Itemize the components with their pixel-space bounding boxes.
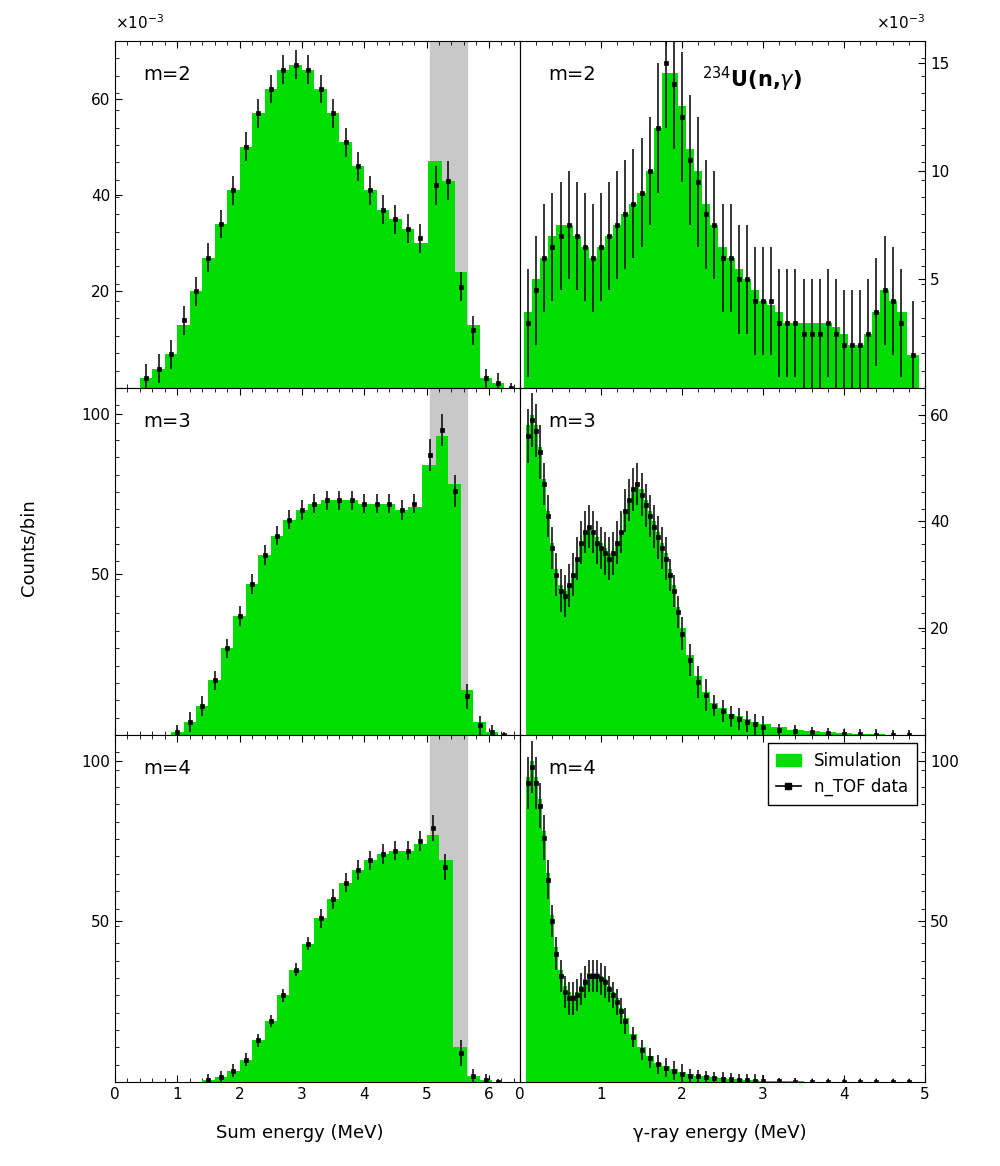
Bar: [430, 388, 467, 735]
Text: m=3: m=3: [548, 413, 596, 431]
Text: m=2: m=2: [548, 65, 596, 84]
Text: m=4: m=4: [143, 759, 191, 778]
Text: m=3: m=3: [143, 413, 191, 431]
Legend: Simulation, n_TOF data: Simulation, n_TOF data: [768, 743, 917, 805]
Text: m=4: m=4: [548, 759, 596, 778]
Text: $\times 10^{-3}$: $\times 10^{-3}$: [115, 14, 164, 33]
Text: $\times 10^{-3}$: $\times 10^{-3}$: [876, 14, 925, 33]
Text: Counts/bin: Counts/bin: [19, 500, 37, 596]
Text: γ-ray energy (MeV): γ-ray energy (MeV): [633, 1124, 807, 1143]
Text: $^{234}$U(n,$\gamma$): $^{234}$U(n,$\gamma$): [702, 65, 802, 94]
Bar: [430, 735, 467, 1082]
Text: Sum energy (MeV): Sum energy (MeV): [216, 1124, 384, 1143]
Text: m=2: m=2: [143, 65, 191, 84]
Bar: [430, 41, 467, 388]
